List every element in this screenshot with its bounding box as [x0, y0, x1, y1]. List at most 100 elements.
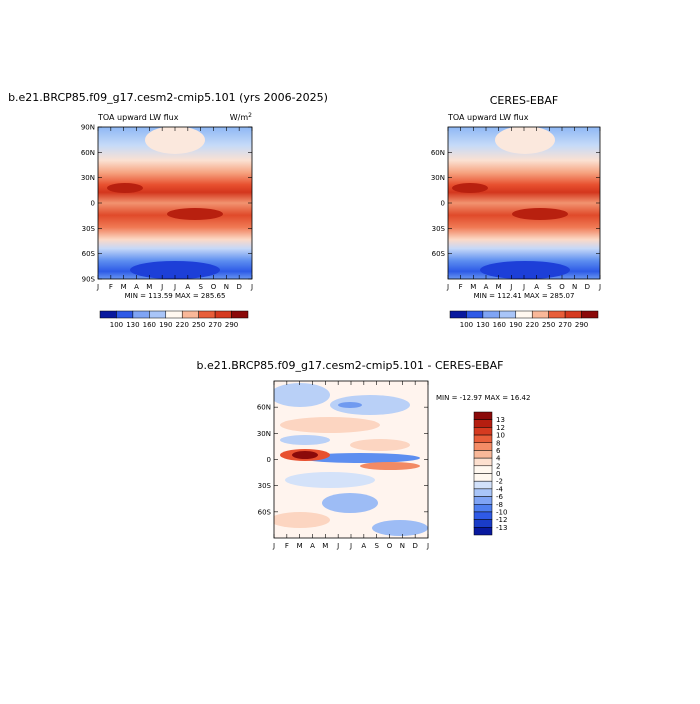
field [448, 127, 600, 279]
colorbar-box [165, 310, 183, 319]
colorbar-box [99, 310, 117, 319]
colorbar-box [466, 310, 484, 319]
x-tick-label: J [426, 542, 429, 550]
x-tick-label: D [236, 283, 241, 291]
x-tick-label: S [547, 283, 552, 291]
colorbar-box [473, 457, 493, 467]
x-tick-label: J [349, 542, 352, 550]
colorbar-box [581, 310, 599, 319]
x-tick-label: F [285, 542, 289, 550]
min-max: MIN = 113.59 MAX = 285.65 [125, 292, 226, 300]
colorbar-box [149, 310, 167, 319]
colorbar-label: -4 [496, 485, 504, 493]
colorbar-label: 250 [192, 321, 205, 329]
colorbar-box [531, 310, 549, 319]
colorbar-label: 190 [159, 321, 172, 329]
colorbar-label: -10 [496, 508, 507, 516]
y-tick-label: 30S [82, 225, 96, 233]
y-tick-label: 60S [82, 250, 96, 258]
colorbar-label: -6 [496, 493, 504, 501]
x-tick-label: A [534, 283, 539, 291]
y-tick-label: 0 [91, 200, 95, 208]
colorbar-label: 270 [558, 321, 571, 329]
colorbar-label: 130 [126, 321, 139, 329]
colorbar-label: 12 [496, 424, 505, 432]
colorbar-label: 6 [496, 447, 501, 455]
x-tick-label: S [198, 283, 203, 291]
y-tick-label: 60N [81, 149, 95, 157]
colorbar-box [473, 496, 493, 505]
colorbar-label: -8 [496, 501, 503, 509]
colorbar-box [564, 310, 582, 319]
x-tick-label: M [322, 542, 328, 550]
colorbar-box [473, 419, 493, 428]
colorbar-box [116, 310, 134, 319]
y-tick-label: 60S [258, 508, 272, 516]
colorbar-box [473, 519, 493, 528]
y-tick-label: 60N [257, 404, 271, 412]
y-tick-label: 30N [81, 174, 95, 182]
colorbar-label: -13 [496, 524, 507, 532]
colorbar-label: 290 [575, 321, 588, 329]
units-base: W/m [230, 113, 249, 122]
x-tick-label: O [387, 542, 393, 550]
colorbar-box [473, 465, 493, 474]
colorbar-box [473, 450, 493, 459]
x-tick-label: A [134, 283, 139, 291]
colorbar-box [214, 310, 232, 319]
colorbar-label: 220 [176, 321, 189, 329]
colorbar-label: 100 [110, 321, 123, 329]
x-tick-label: J [160, 283, 163, 291]
x-tick-label: A [361, 542, 366, 550]
x-tick-label: J [509, 283, 512, 291]
colorbar-box [181, 310, 199, 319]
colorbar-label: 13 [496, 416, 505, 424]
x-tick-label: S [374, 542, 379, 550]
colorbar-box [198, 310, 216, 319]
y-tick-label: 30N [431, 174, 445, 182]
colorbar-box [449, 310, 467, 319]
colorbar-label: 220 [526, 321, 539, 329]
y-tick-label: 90S [82, 276, 96, 284]
x-tick-label: D [585, 283, 590, 291]
colorbar-label: -2 [496, 478, 503, 486]
variable-label: TOA upward LW flux [97, 113, 179, 122]
colorbar-label: 8 [496, 439, 500, 447]
x-tick-label: J [336, 542, 339, 550]
x-tick-label: A [185, 283, 190, 291]
min-max: MIN = -12.97 MAX = 16.42 [436, 394, 530, 402]
colorbar-box [473, 442, 493, 451]
x-tick-label: O [559, 283, 565, 291]
panel-title: b.e21.BRCP85.f09_g17.cesm2-cmip5.101 (yr… [8, 91, 328, 104]
units-power: 2 [248, 112, 252, 119]
x-tick-label: J [173, 283, 176, 291]
x-tick-label: J [446, 283, 449, 291]
colorbar-box [473, 473, 493, 482]
colorbar-box [473, 511, 493, 520]
x-tick-label: F [109, 283, 113, 291]
x-tick-label: A [310, 542, 315, 550]
x-tick-label: J [598, 283, 601, 291]
colorbar-box [473, 434, 493, 443]
x-tick-label: D [412, 542, 417, 550]
colorbar-label: 4 [496, 455, 501, 463]
x-tick-label: J [96, 283, 99, 291]
x-tick-label: J [272, 542, 275, 550]
colorbar-box [132, 310, 150, 319]
min-max: MIN = 112.41 MAX = 285.07 [474, 292, 575, 300]
x-tick-label: O [211, 283, 217, 291]
colorbar-label: 270 [208, 321, 221, 329]
colorbar-box [473, 427, 493, 436]
colorbar-label: 290 [225, 321, 238, 329]
y-tick-label: 60S [432, 250, 446, 258]
x-tick-label: M [121, 283, 127, 291]
colorbar-box [548, 310, 566, 319]
panel-title: CERES-EBAF [490, 94, 559, 107]
x-tick-label: F [459, 283, 463, 291]
field [274, 381, 428, 538]
x-tick-label: M [146, 283, 152, 291]
colorbar-box [473, 480, 493, 490]
x-tick-label: M [297, 542, 303, 550]
colorbar-box [473, 504, 493, 513]
colorbar-label: 10 [496, 432, 505, 440]
